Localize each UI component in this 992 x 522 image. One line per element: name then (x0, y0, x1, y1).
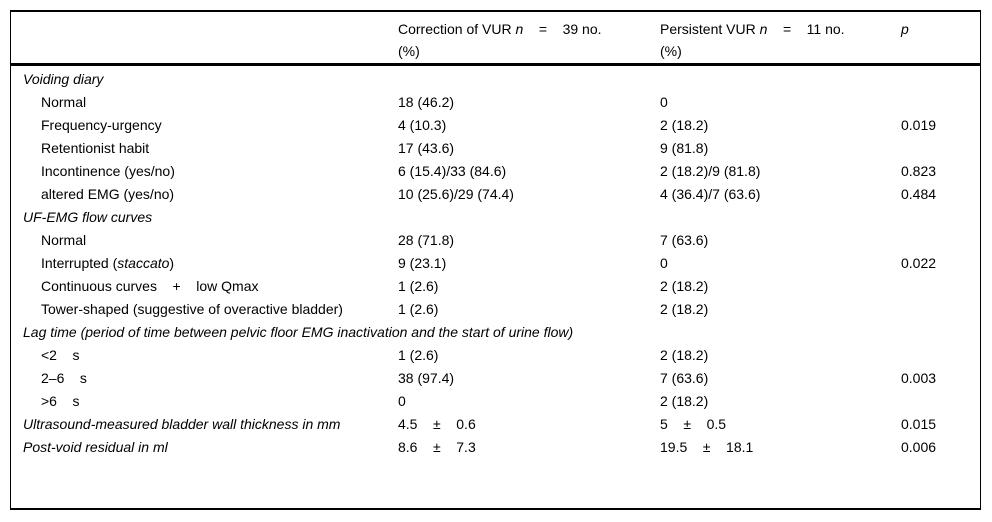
value-persistent-vur: 2 (18.2) (660, 278, 709, 294)
row-label: 2–6 s (41, 370, 87, 386)
results-table: Correction of VUR n = 39 no. (%) Persiste… (10, 10, 981, 510)
text: = 11 no. (767, 21, 845, 37)
table-row: <2 s 1 (2.6) 2 (18.2) (11, 344, 980, 367)
value-persistent-vur: 2 (18.2)/9 (81.8) (660, 163, 761, 179)
table-row: Interrupted (staccato) 9 (23.1) 0 0.022 (11, 252, 980, 275)
value-correction-vur: 10 (25.6)/29 (74.4) (398, 186, 514, 202)
value-persistent-vur: 0 (660, 255, 668, 271)
row-label: Retentionist habit (41, 140, 150, 156)
table-row: Tower-shaped (suggestive of overactive b… (11, 298, 980, 321)
table-header-row: Correction of VUR n = 39 no. (%) Persiste… (11, 12, 980, 66)
value-correction-vur: 28 (71.8) (398, 232, 455, 248)
value-persistent-vur: 19.5 ± 18.1 (660, 439, 754, 455)
value-correction-vur: 1 (2.6) (398, 278, 439, 294)
section-label: Lag time (period of time between pelvic … (23, 324, 574, 340)
text: Persistent VUR (660, 21, 760, 37)
table-row: Incontinence (yes/no) 6 (15.4)/33 (84.6) 2… (11, 160, 980, 183)
value-correction-vur: 9 (23.1) (398, 255, 447, 271)
header-cell-correction-vur: Correction of VUR n = 39 no. (%) (398, 18, 660, 63)
table-row: Ultrasound-measured bladder wall thickne… (11, 413, 980, 436)
value-correction-vur: 1 (2.6) (398, 301, 439, 317)
value-persistent-vur: 7 (63.6) (660, 370, 709, 386)
table-row: Normal 28 (71.8) 7 (63.6) (11, 229, 980, 252)
row-label: Normal (41, 232, 87, 248)
row-label: >6 s (41, 393, 80, 409)
p-value: 0.823 (901, 163, 937, 179)
row-label: Continuous curves + low Qmax (41, 278, 259, 294)
row-label: Incontinence (yes/no) (41, 163, 175, 179)
value-persistent-vur: 2 (18.2) (660, 393, 709, 409)
header-cell-p: p (901, 18, 980, 63)
p-value: 0.003 (901, 370, 937, 386)
row-label: altered EMG (yes/no) (41, 186, 175, 202)
section-label: UF-EMG flow curves (23, 209, 153, 225)
header-unit-label: (%) (660, 43, 682, 59)
value-persistent-vur: 4 (36.4)/7 (63.6) (660, 186, 761, 202)
value-correction-vur: 1 (2.6) (398, 347, 439, 363)
table-section-row: Voiding diary (11, 68, 980, 91)
section-label: Voiding diary (23, 71, 104, 87)
value-persistent-vur: 9 (81.8) (660, 140, 709, 156)
italic-text: p (901, 21, 909, 37)
p-value: 0.022 (901, 255, 937, 271)
row-label: Normal (41, 94, 87, 110)
table-row: Continuous curves + low Qmax 1 (2.6) 2 (18… (11, 275, 980, 298)
row-label: Post-void residual in ml (23, 439, 168, 455)
value-persistent-vur: 2 (18.2) (660, 347, 709, 363)
value-correction-vur: 8.6 ± 7.3 (398, 439, 476, 455)
value-correction-vur: 38 (97.4) (398, 370, 455, 386)
p-value: 0.019 (901, 117, 937, 133)
table-row: Normal 18 (46.2) 0 (11, 91, 980, 114)
table-row: Frequency-urgency 4 (10.3) 2 (18.2) 0.019 (11, 114, 980, 137)
table-body: Voiding diary Normal 18 (46.2) 0 Frequency-u… (11, 66, 980, 459)
italic-text: staccato (117, 255, 170, 271)
header-cell-empty (11, 18, 398, 63)
p-value: 0.015 (901, 416, 937, 432)
row-label: <2 s (41, 347, 80, 363)
italic-text: n (759, 21, 768, 37)
p-value: 0.006 (901, 439, 937, 455)
row-label: Interrupted (staccato) (11, 252, 398, 275)
italic-text: n (515, 21, 524, 37)
text: = 39 no. (523, 21, 602, 37)
value-correction-vur: 0 (398, 393, 406, 409)
text: Interrupted ( (41, 255, 118, 271)
table-section-row: Lag time (period of time between pelvic … (11, 321, 980, 344)
value-persistent-vur: 2 (18.2) (660, 117, 709, 133)
table-row: >6 s 0 2 (18.2) (11, 390, 980, 413)
value-correction-vur: 4 (10.3) (398, 117, 447, 133)
text: ) (169, 255, 175, 271)
header-unit-label: (%) (398, 43, 420, 59)
row-label: Frequency-urgency (41, 117, 162, 133)
value-persistent-vur: 5 ± 0.5 (660, 416, 727, 432)
table-row: altered EMG (yes/no) 10 (25.6)/29 (74.4) 4… (11, 183, 980, 206)
header-cell-persistent-vur: Persistent VUR n = 11 no. (%) (660, 18, 901, 63)
value-persistent-vur: 2 (18.2) (660, 301, 709, 317)
row-label: Ultrasound-measured bladder wall thickne… (23, 416, 341, 432)
value-persistent-vur: 0 (660, 94, 668, 110)
table-row: 2–6 s 38 (97.4) 7 (63.6) 0.003 (11, 367, 980, 390)
table-row: Post-void residual in ml 8.6 ± 7.3 19.5 ± … (11, 436, 980, 459)
value-correction-vur: 18 (46.2) (398, 94, 455, 110)
value-persistent-vur: 7 (63.6) (660, 232, 709, 248)
table-row: Retentionist habit 17 (43.6) 9 (81.8) (11, 137, 980, 160)
table-section-row: UF-EMG flow curves (11, 206, 980, 229)
p-value: 0.484 (901, 186, 937, 202)
value-correction-vur: 17 (43.6) (398, 140, 455, 156)
row-label: Tower-shaped (suggestive of overactive b… (41, 301, 343, 317)
value-correction-vur: 6 (15.4)/33 (84.6) (398, 163, 507, 179)
text: Correction of VUR (398, 21, 516, 37)
value-correction-vur: 4.5 ± 0.6 (398, 416, 476, 432)
